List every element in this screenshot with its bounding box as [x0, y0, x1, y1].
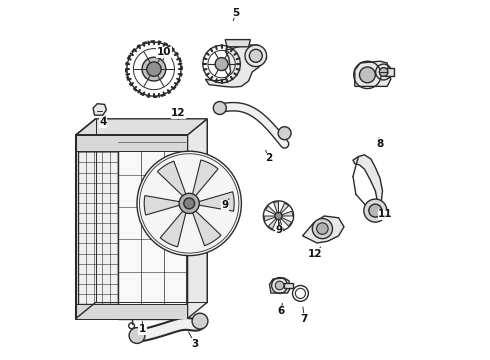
Polygon shape — [77, 142, 118, 304]
Polygon shape — [280, 203, 289, 213]
Circle shape — [179, 193, 199, 213]
Text: 4: 4 — [99, 117, 106, 127]
Polygon shape — [266, 206, 276, 215]
Polygon shape — [93, 104, 106, 115]
Polygon shape — [282, 211, 293, 216]
Polygon shape — [284, 283, 293, 288]
Polygon shape — [187, 119, 207, 319]
Circle shape — [147, 62, 161, 76]
Text: 12: 12 — [308, 249, 322, 259]
Polygon shape — [225, 40, 250, 47]
Polygon shape — [157, 161, 186, 197]
Polygon shape — [76, 304, 187, 319]
Circle shape — [215, 58, 228, 71]
Polygon shape — [273, 202, 278, 213]
Circle shape — [245, 45, 267, 67]
Polygon shape — [269, 219, 277, 229]
Circle shape — [317, 223, 328, 234]
Circle shape — [312, 219, 333, 239]
Circle shape — [369, 204, 382, 217]
Circle shape — [137, 151, 242, 256]
Polygon shape — [278, 219, 283, 230]
Circle shape — [379, 68, 388, 76]
Polygon shape — [198, 192, 234, 211]
Text: 8: 8 — [376, 139, 384, 149]
Polygon shape — [160, 210, 186, 247]
Polygon shape — [303, 216, 344, 243]
Circle shape — [360, 67, 375, 83]
Text: 9: 9 — [276, 225, 283, 235]
Polygon shape — [76, 135, 187, 151]
Circle shape — [275, 212, 282, 220]
Polygon shape — [353, 155, 383, 218]
Polygon shape — [192, 210, 221, 246]
Text: 3: 3 — [191, 339, 198, 349]
Text: 7: 7 — [301, 314, 308, 324]
Circle shape — [192, 313, 208, 329]
Polygon shape — [118, 135, 187, 319]
Polygon shape — [386, 68, 394, 76]
Text: 12: 12 — [171, 108, 186, 118]
Text: 11: 11 — [378, 209, 392, 219]
Polygon shape — [192, 160, 218, 197]
Polygon shape — [270, 278, 291, 293]
Polygon shape — [76, 119, 207, 135]
Polygon shape — [281, 217, 292, 226]
Text: 6: 6 — [277, 306, 285, 316]
Polygon shape — [355, 61, 391, 86]
Circle shape — [364, 199, 387, 222]
Polygon shape — [264, 216, 275, 221]
Polygon shape — [205, 45, 267, 87]
Polygon shape — [144, 195, 180, 215]
Circle shape — [129, 328, 145, 343]
Text: 2: 2 — [265, 153, 272, 163]
Text: 5: 5 — [232, 8, 240, 18]
Polygon shape — [96, 119, 207, 302]
Circle shape — [213, 102, 226, 114]
Text: 10: 10 — [157, 47, 171, 57]
Circle shape — [184, 198, 195, 209]
Circle shape — [249, 49, 262, 62]
Circle shape — [278, 127, 291, 140]
Text: 9: 9 — [221, 200, 229, 210]
Circle shape — [275, 281, 284, 290]
Circle shape — [142, 57, 166, 81]
Text: 1: 1 — [139, 324, 146, 334]
